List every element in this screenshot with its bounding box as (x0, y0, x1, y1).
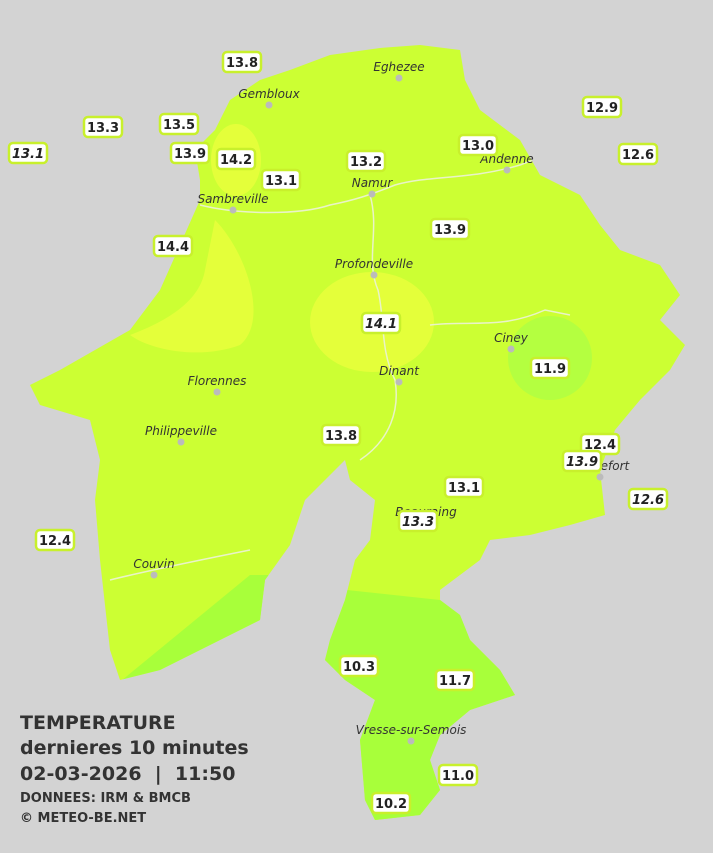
station-box (215, 147, 257, 171)
station-box (221, 50, 263, 74)
station-box (581, 95, 623, 119)
stations: 13.8 13.3 13.5 13.1 13.9 14.2 13.1 13.2 13.0 12.9… (7, 50, 669, 815)
city-dot (395, 74, 403, 82)
station-value: 11.7 (439, 674, 471, 689)
station-value: 13.3 (87, 121, 119, 136)
station-box (370, 791, 412, 815)
station-value: 13.5 (163, 118, 195, 133)
city-label: Sambreville (197, 192, 268, 206)
station-box (434, 668, 476, 692)
station-value: 13.9 (174, 147, 206, 162)
city-dot (265, 101, 273, 109)
station-value: 13.0 (462, 139, 494, 154)
station-value: 13.2 (350, 155, 382, 170)
station-box (260, 168, 302, 192)
station-box (443, 475, 485, 499)
station-value: 13.1 (12, 147, 44, 162)
station-box (561, 449, 603, 473)
station-box (152, 234, 194, 258)
city-label: Namur (352, 176, 394, 190)
city-label: Vresse-sur-Semois (356, 723, 467, 737)
station-value: 13.9 (434, 223, 466, 238)
city-dot (395, 378, 403, 386)
station-box (437, 763, 479, 787)
station-value: 11.0 (442, 769, 474, 784)
station-box (627, 487, 669, 511)
station-box (345, 149, 387, 173)
station-box (397, 509, 439, 533)
station-value: 13.1 (448, 481, 480, 496)
cool-zone (110, 575, 275, 690)
subtitle: dernieres 10 minutes (20, 737, 249, 759)
source: DONNEES: IRM & BMCB (20, 791, 191, 806)
station-value: 13.9 (566, 455, 598, 470)
city-dot (407, 737, 415, 745)
station-value: 12.4 (584, 438, 616, 453)
city-label: Dinant (379, 364, 420, 378)
station-value: 14.4 (157, 240, 189, 255)
copyright: © METEO-BE.NET (20, 811, 147, 826)
station-value: 12.6 (622, 148, 654, 163)
city-label: Gembloux (238, 87, 300, 101)
station-value: 14.2 (220, 153, 252, 168)
station-value: 12.9 (586, 101, 618, 116)
station-box (338, 654, 380, 678)
city-dot (507, 345, 515, 353)
station-box (169, 141, 211, 165)
station-value: 14.1 (365, 317, 397, 332)
station-box (429, 217, 471, 241)
station-box (158, 112, 200, 136)
city-label: Profondeville (335, 257, 413, 271)
city-label: Couvin (133, 557, 174, 571)
cool-zone (300, 585, 560, 820)
station-value: 12.4 (39, 534, 71, 549)
datetime: 02-03-2026 | 11:50 (20, 763, 236, 785)
warm-zone (130, 220, 254, 353)
city-dot (177, 438, 185, 446)
station-box (34, 528, 76, 552)
city-dot (370, 271, 378, 279)
city-dot (229, 206, 237, 214)
station-value: 13.8 (226, 56, 258, 71)
city-label: Florennes (188, 374, 247, 388)
station-box (7, 141, 49, 165)
station-box (320, 423, 362, 447)
station-box (360, 311, 402, 335)
station-value: 13.8 (325, 429, 357, 444)
station-value: 10.2 (375, 797, 407, 812)
city-dot (150, 571, 158, 579)
station-box (529, 356, 571, 380)
city-label: Ciney (494, 331, 529, 345)
city-label: Eghezee (373, 60, 424, 74)
city-dot (596, 473, 604, 481)
cities: EghezeeGemblouxAndenneNamurSambrevillePr… (133, 60, 631, 745)
station-value: 13.3 (402, 515, 434, 530)
station-value: 12.6 (632, 493, 664, 508)
station-value: 13.1 (265, 174, 297, 189)
city-dot (213, 388, 221, 396)
city-dot (368, 190, 376, 198)
station-value: 10.3 (343, 660, 375, 675)
station-box (82, 115, 124, 139)
city-dot (503, 166, 511, 174)
title: TEMPERATURE (20, 712, 176, 734)
station-box (617, 142, 659, 166)
city-label: Philippeville (145, 424, 217, 438)
station-value: 11.9 (534, 362, 566, 377)
station-box (457, 133, 499, 157)
